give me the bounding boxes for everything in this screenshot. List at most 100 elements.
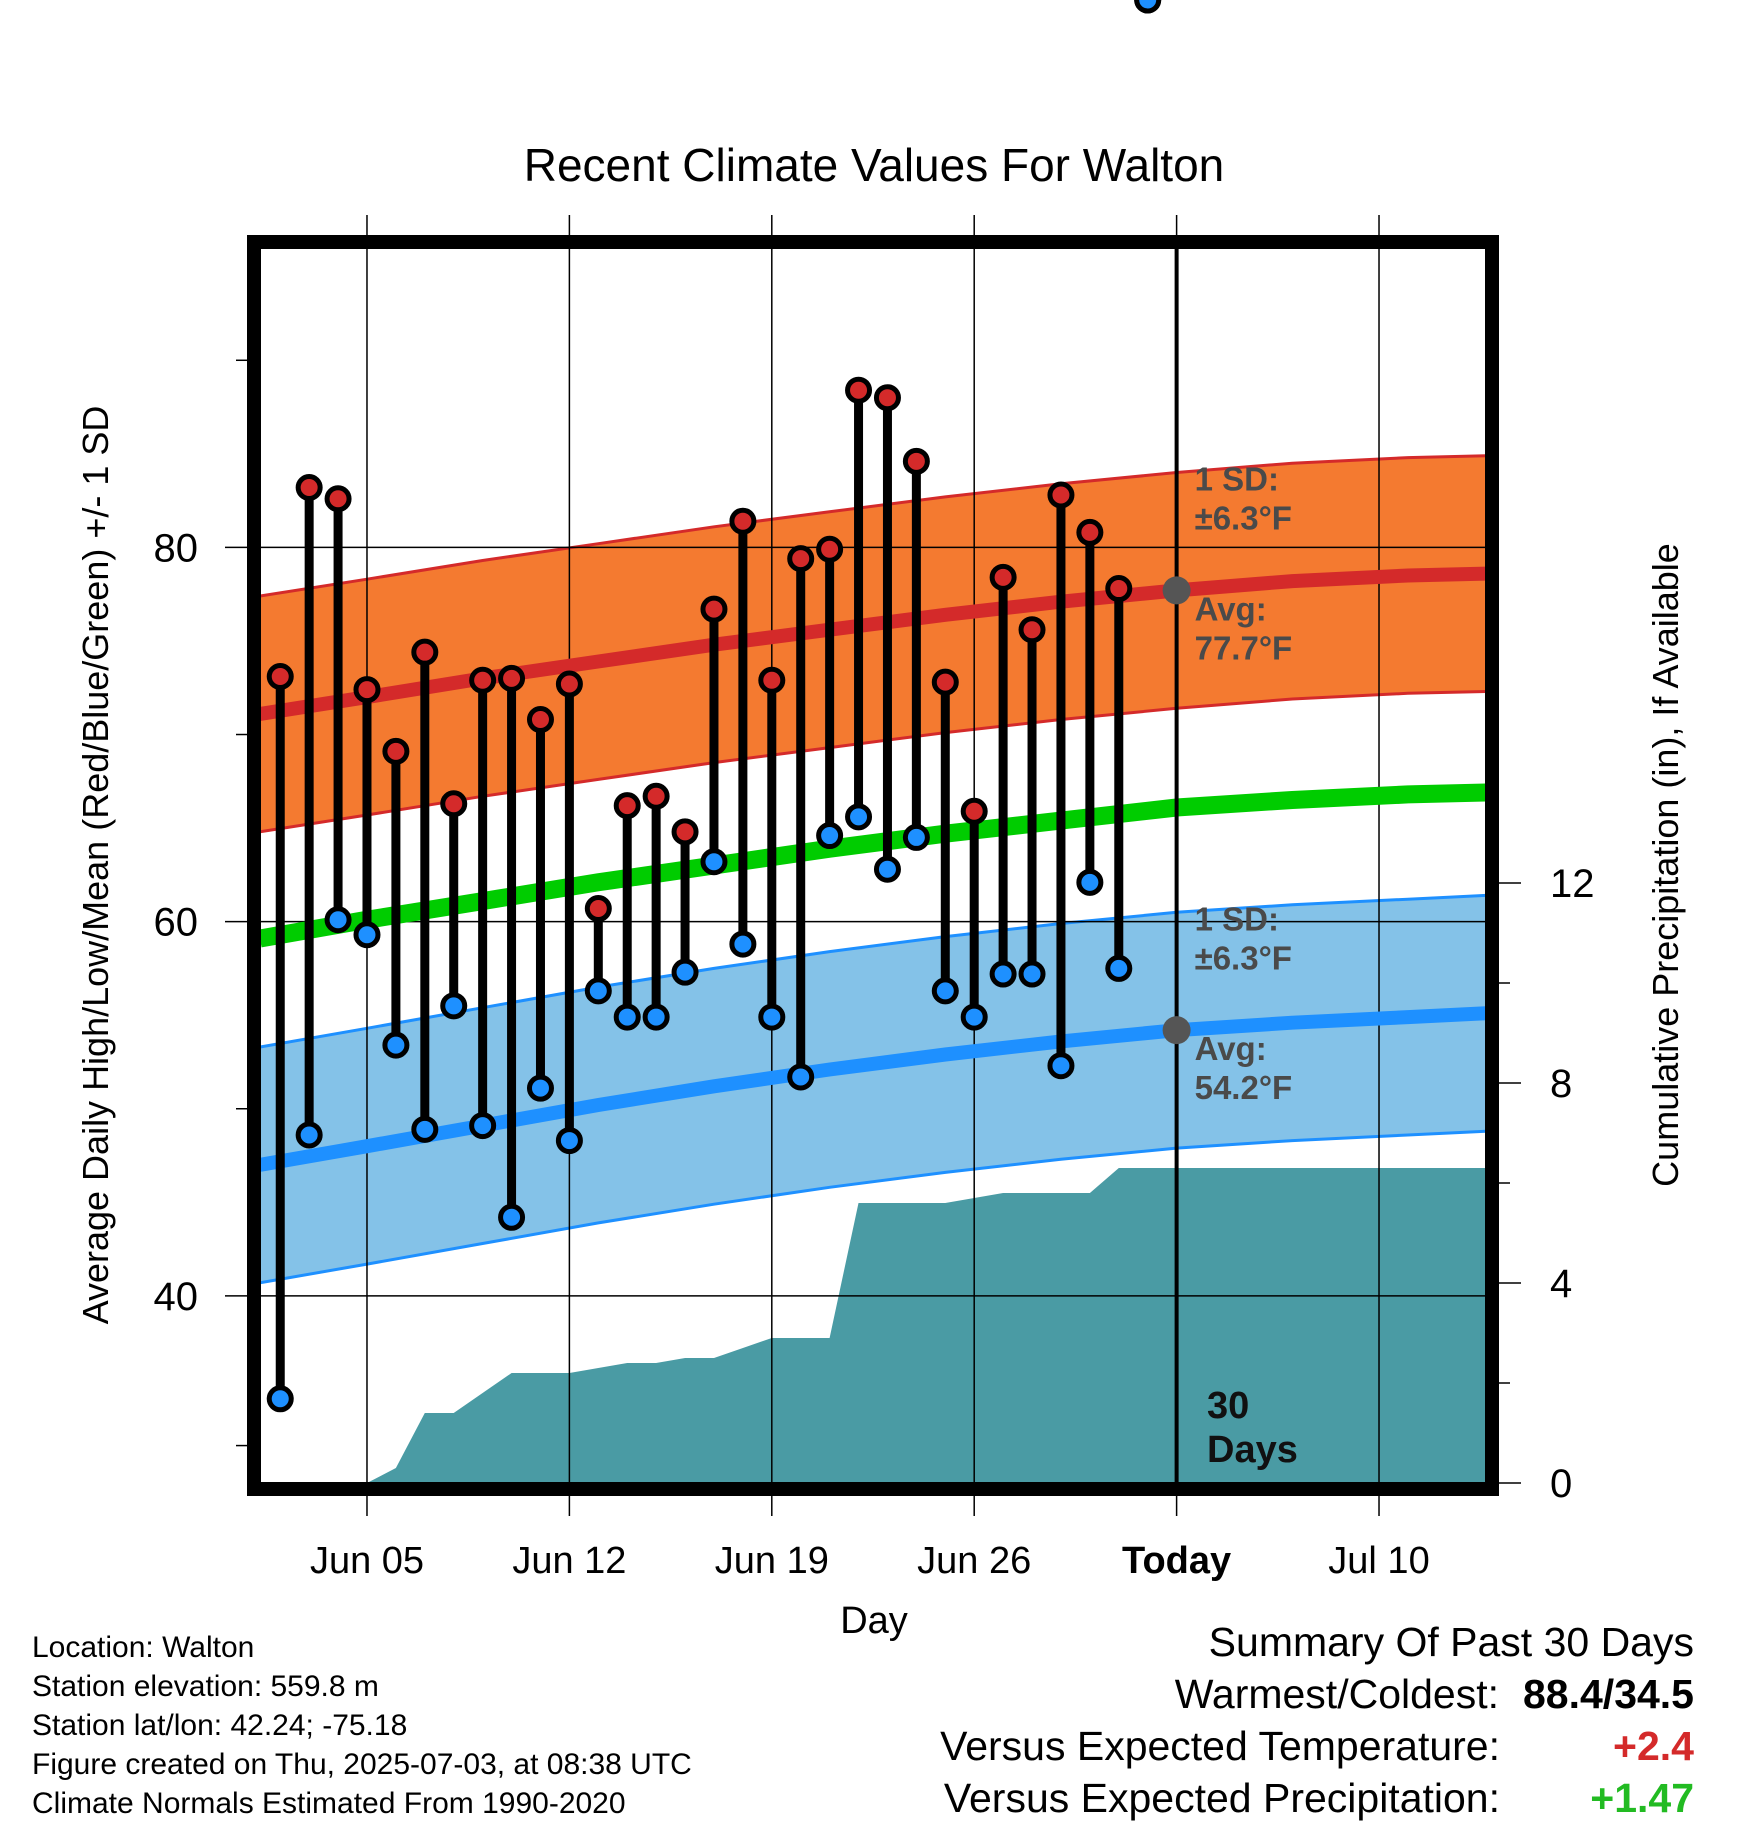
y-tick-right-label: 12	[1550, 862, 1595, 906]
today-days-count: 30	[1207, 1385, 1249, 1427]
daily-low-point	[873, 855, 901, 883]
daily-low-point	[613, 1003, 641, 1031]
daily-high-point	[353, 676, 381, 704]
warm-cold-value: 88.4/34.5	[1523, 1671, 1694, 1717]
daily-high-point	[960, 797, 988, 825]
daily-high-point	[787, 545, 815, 573]
daily-high-point	[1076, 518, 1104, 546]
location-text: Location: Walton	[32, 1631, 255, 1664]
daily-high-point	[411, 638, 439, 666]
low-avg-label: Avg:	[1195, 1030, 1267, 1067]
x-tick-label: Jul 10	[1328, 1540, 1429, 1582]
high-sd-label: 1 SD:	[1195, 461, 1279, 498]
daily-high-point	[700, 595, 728, 623]
daily-low-point	[989, 960, 1017, 988]
daily-low-point	[816, 822, 844, 850]
y-tick-right-label: 0	[1550, 1462, 1572, 1506]
daily-low-point	[469, 1112, 497, 1140]
daily-high-point	[1047, 481, 1075, 509]
daily-low-point	[960, 1003, 988, 1031]
daily-low-point	[266, 1385, 294, 1413]
daily-high-point	[613, 792, 641, 820]
daily-low-point	[498, 1203, 526, 1231]
daily-low-point	[584, 977, 612, 1005]
y-tick-left-label: 80	[154, 526, 199, 570]
daily-high-point	[1105, 575, 1133, 603]
low-avg-value: 54.2°F	[1195, 1069, 1293, 1106]
daily-low-point	[758, 1003, 786, 1031]
daily-low-point	[295, 1121, 323, 1149]
low-normal-band	[260, 895, 1486, 1283]
y-tick-left-label: 40	[154, 1275, 199, 1319]
daily-low-point	[382, 1031, 410, 1059]
high-avg-label: Avg:	[1195, 590, 1267, 627]
daily-low-point	[902, 823, 930, 851]
plot-frame	[247, 235, 1499, 1496]
daily-high-point	[555, 670, 583, 698]
daily-high-point	[845, 376, 873, 404]
today-low-avg-marker	[1162, 1016, 1191, 1045]
daily-low-point	[1105, 954, 1133, 982]
y-tick-left-label: 60	[154, 901, 199, 945]
low-sd-value: ±6.3°F	[1195, 939, 1292, 976]
daily-high-point	[324, 485, 352, 513]
normals-text: Climate Normals Estimated From 1990-2020	[32, 1787, 626, 1820]
daily-low-point	[700, 848, 728, 876]
daily-high-point	[902, 447, 930, 475]
latlon-text: Station lat/lon: 42.24; -75.18	[32, 1709, 408, 1742]
y-axis-left-label: Average Daily High/Low/Mean (Red/Blue/Gr…	[75, 406, 116, 1325]
y-axis-right-label: Cumulative Precipitation (in), If Availa…	[1645, 543, 1686, 1187]
daily-low-point	[671, 958, 699, 986]
daily-high-point	[440, 790, 468, 818]
x-tick-label: Jun 12	[512, 1540, 626, 1582]
precip-area	[367, 1168, 1486, 1483]
summary-panel: Summary Of Past 30 Days Warmest/Coldest:…	[940, 1616, 1694, 1824]
daily-low-point	[729, 930, 757, 958]
low-sd-label: 1 SD:	[1195, 900, 1279, 937]
daily-low-point	[324, 906, 352, 934]
daily-low-point	[1047, 1052, 1075, 1080]
today-high-avg-marker	[1162, 576, 1191, 605]
daily-high-point	[382, 737, 410, 765]
precip-departure-value: +1.47	[1590, 1775, 1694, 1821]
daily-low-point	[845, 803, 873, 831]
x-axis-label: Day	[840, 1600, 908, 1642]
daily-high-point	[1018, 616, 1046, 644]
daily-high-point	[584, 895, 612, 923]
daily-high-point	[295, 474, 323, 502]
station-info: Location: Walton Station elevation: 559.…	[32, 1628, 692, 1823]
x-tick-label: Jun 26	[917, 1540, 1031, 1582]
y-tick-right-label: 4	[1550, 1262, 1572, 1306]
created-text: Figure created on Thu, 2025-07-03, at 08…	[32, 1748, 692, 1781]
daily-high-point	[989, 563, 1017, 591]
y-tick-right-label: 8	[1550, 1062, 1572, 1106]
summary-temp-row: Versus Expected Temperature: +2.4	[940, 1720, 1694, 1772]
daily-low-point	[526, 1074, 554, 1102]
today-days-unit: Days	[1207, 1429, 1298, 1471]
summary-warm-cold-row: Warmest/Coldest: 88.4/34.5	[940, 1668, 1694, 1720]
x-tick-label: Jun 19	[715, 1540, 829, 1582]
summary-precip-row: Versus Expected Precipitation: +1.47	[940, 1772, 1694, 1824]
high-normal-band	[260, 455, 1486, 832]
daily-low-point	[931, 977, 959, 1005]
daily-high-point	[526, 706, 554, 734]
low-normal-band-lower-edge	[260, 1129, 1486, 1285]
daily-low-point	[787, 1063, 815, 1091]
elevation-text: Station elevation: 559.8 m	[32, 1670, 379, 1703]
daily-high-point	[729, 507, 757, 535]
daily-high-point	[931, 668, 959, 696]
daily-low-point	[353, 921, 381, 949]
daily-low-point	[411, 1115, 439, 1143]
daily-low-point	[642, 1003, 670, 1031]
daily-high-point	[469, 666, 497, 694]
daily-low-point	[1134, 0, 1162, 14]
x-tick-label: Jun 05	[310, 1540, 424, 1582]
daily-low-point	[1018, 960, 1046, 988]
daily-low-point	[555, 1127, 583, 1155]
daily-high-point	[671, 818, 699, 846]
precip-departure-label: Versus Expected Precipitation:	[943, 1775, 1500, 1821]
daily-high-point	[816, 535, 844, 563]
temp-departure-value: +2.4	[1613, 1723, 1694, 1769]
daily-low-point	[1076, 868, 1104, 896]
